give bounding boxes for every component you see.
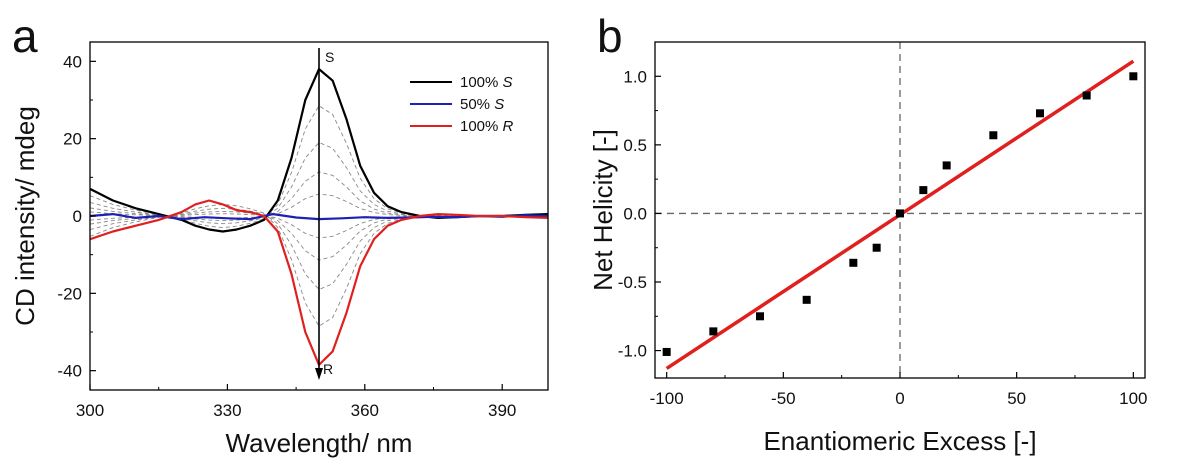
x-tick-label: 100	[1119, 389, 1147, 408]
panel-a-label: a	[12, 10, 38, 62]
legend-label: 100% R	[460, 118, 514, 135]
data-point	[802, 295, 811, 304]
ticks-a: 300 330 360 390 -40 -20 0 20 40	[57, 52, 516, 420]
intermediate-curve	[89, 210, 549, 261]
series-line	[89, 199, 549, 366]
x-tick-label: 360	[351, 401, 379, 420]
y-axis-title-b: Net Helicity [-]	[588, 129, 618, 291]
legend-label: 100% S	[460, 74, 513, 91]
data-point	[1129, 72, 1138, 81]
x-tick-label: 300	[76, 401, 104, 420]
data-point	[872, 243, 881, 252]
y-tick-label: 0.5	[623, 136, 647, 155]
data-point	[896, 209, 904, 218]
legend-a: 100% S 50% S 100% R	[410, 74, 514, 135]
x-tick-label: 50	[1007, 389, 1026, 408]
x-tick-label: 0	[895, 389, 904, 408]
y-tick-label: -1.0	[618, 342, 647, 361]
y-tick-label: 1.0	[623, 67, 647, 86]
data-point	[709, 327, 718, 336]
intermediate-curve	[89, 207, 549, 291]
y-tick-label: 20	[63, 130, 82, 149]
legend-label: 50% S	[460, 96, 504, 113]
y-tick-label: -40	[57, 362, 82, 381]
data-point	[756, 312, 764, 321]
x-axis-title-b: Enantiomeric Excess [-]	[763, 426, 1036, 456]
data-point	[919, 186, 928, 195]
x-tick-label: -100	[650, 389, 684, 408]
panel-b-label: b	[597, 10, 623, 62]
x-tick-label: 390	[488, 401, 516, 420]
arrowhead-icon	[315, 368, 323, 380]
x-axis-title-a: Wavelength/ nm	[226, 428, 413, 458]
intermediate-curve	[89, 203, 549, 327]
panel-a: a S R 300 330 360 390 -40 -20 0 20 40 100% S 50%…	[10, 10, 549, 458]
data-point	[989, 131, 998, 140]
legend-item: 50% S	[410, 96, 504, 113]
y-tick-label: 0	[73, 207, 82, 226]
data-point	[942, 161, 951, 170]
data-point	[1036, 109, 1044, 118]
y-tick-label: -0.5	[618, 273, 647, 292]
y-tick-label: 40	[63, 52, 82, 71]
x-tick-label: -50	[771, 389, 796, 408]
intermediate-curve	[89, 213, 549, 239]
data-point	[1082, 91, 1091, 100]
data-point	[662, 347, 671, 356]
annotation-s: S	[325, 49, 334, 65]
intermediate-curve	[89, 105, 549, 229]
y-axis-title-a: CD intensity/ mdeg	[10, 106, 40, 326]
panel-b: b -100 -50 0 50 100 -1.0 -0.5 0.0 0.5 1.0 Enantio…	[588, 10, 1148, 456]
annotation-r: R	[323, 361, 333, 377]
legend-item: 100% R	[410, 118, 514, 135]
data-point	[849, 258, 858, 267]
ticks-b: -100 -50 0 50 100 -1.0 -0.5 0.0 0.5 1.0	[618, 67, 1148, 408]
x-tick-label: 330	[213, 401, 241, 420]
y-tick-label: -20	[57, 284, 82, 303]
legend-item: 100% S	[410, 74, 513, 91]
data-points	[662, 72, 1138, 356]
y-tick-label: 0.0	[623, 204, 647, 223]
